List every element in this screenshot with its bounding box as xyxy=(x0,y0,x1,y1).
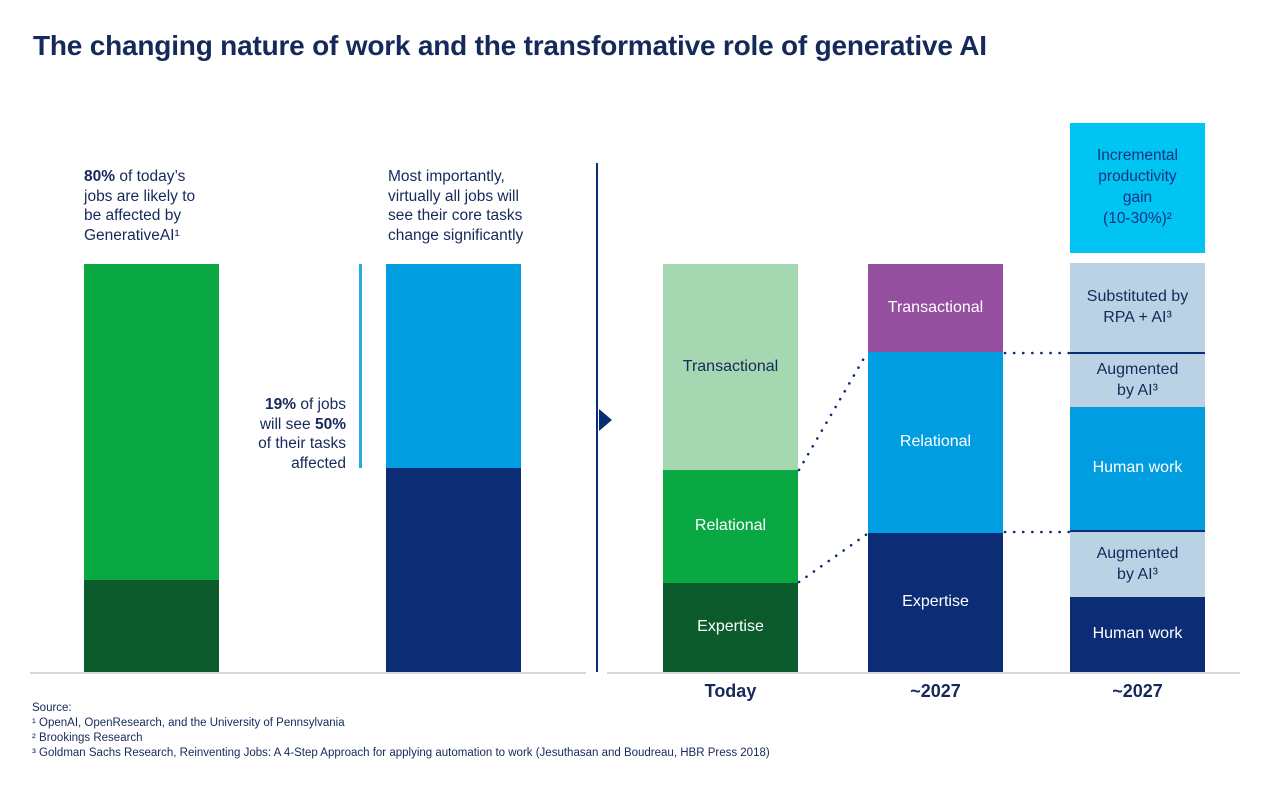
source-heading: Source: xyxy=(32,702,72,714)
bar-2027-automation: Substituted by RPA + AI³ Augmented by AI… xyxy=(1070,263,1205,672)
connector-transactional xyxy=(797,351,869,472)
annotation-50-bold: 50% xyxy=(314,415,346,433)
footnotes: Source: ¹ OpenAI, OpenResearch, and the … xyxy=(32,701,1032,761)
segment-label: Transactional xyxy=(682,357,779,375)
segment-label: Substituted by RPA + AI³ xyxy=(1086,287,1189,326)
segment-2027-transactional: Transactional xyxy=(868,264,1003,352)
segment-jobs-affected-bottom xyxy=(84,580,219,672)
segment-today-expertise: Expertise xyxy=(663,583,798,672)
bracket-line xyxy=(359,264,362,468)
segment-human-work-lower: Human work xyxy=(1070,597,1205,672)
segment-2027-expertise: Expertise xyxy=(868,533,1003,672)
segment-divider-line xyxy=(1070,352,1205,354)
segment-label: Augmented by AI³ xyxy=(1096,544,1179,583)
annotation-19-text1: of jobs will see xyxy=(259,396,346,433)
bar-today: Transactional Relational Expertise xyxy=(663,264,798,672)
segment-substituted-rpa-ai: Substituted by RPA + AI³ xyxy=(1070,263,1205,352)
axis-label-today: Today xyxy=(704,681,757,701)
segment-label: Expertise xyxy=(902,593,969,611)
arrow-right-icon xyxy=(599,409,612,431)
page-title: The changing nature of work and the tran… xyxy=(33,30,987,61)
section-divider-line xyxy=(596,163,598,672)
annotation-19-text2: of their tasks affected xyxy=(258,435,346,473)
footnote-2: ² Brookings Research xyxy=(32,732,143,744)
segment-today-relational: Relational xyxy=(663,470,798,583)
segment-label: Augmented by AI³ xyxy=(1096,360,1179,399)
annotation-80-percent-rest: of today’s jobs are likely to be affecte… xyxy=(84,168,196,245)
annotation-19-percent: 19% of jobs will see 50% of their tasks … xyxy=(226,395,346,474)
segment-label: Relational xyxy=(899,433,972,451)
segment-label: Transactional xyxy=(887,298,984,316)
segment-jobs-affected-top xyxy=(84,264,219,580)
annotation-core-tasks: Most importantly, virtually all jobs wil… xyxy=(388,168,524,245)
segment-tasks-affected-top xyxy=(386,264,521,468)
segment-label: Relational xyxy=(694,517,767,535)
bar-2027-mix: Transactional Relational Expertise xyxy=(868,264,1003,672)
footnote-3: ³ Goldman Sachs Research, Reinventing Jo… xyxy=(32,747,770,759)
footnote-1: ¹ OpenAI, OpenResearch, and the Universi… xyxy=(32,717,345,729)
baseline-left xyxy=(30,672,586,674)
segment-2027-relational: Relational xyxy=(868,352,1003,533)
segment-divider-line xyxy=(1070,530,1205,532)
incremental-productivity-box: Incremental productivity gain (10-30%)² xyxy=(1070,123,1205,253)
annotation-80-percent-bold: 80% xyxy=(84,168,116,185)
axis-label-2027-right: ~2027 xyxy=(1112,681,1163,701)
annotation-19-bold: 19% xyxy=(264,396,297,413)
axis-label-2027-mid: ~2027 xyxy=(910,681,961,701)
bar-tasks-affected xyxy=(386,264,521,672)
segment-label: Human work xyxy=(1092,459,1183,477)
segment-augmented-by-ai-lower: Augmented by AI³ xyxy=(1070,532,1205,597)
segment-augmented-by-ai-upper: Augmented by AI³ xyxy=(1070,354,1205,407)
segment-label: Human work xyxy=(1092,625,1183,643)
segment-label: Expertise xyxy=(697,618,764,636)
baseline-right xyxy=(607,672,1240,674)
segment-today-transactional: Transactional xyxy=(663,264,798,470)
connector-expertise xyxy=(797,532,869,584)
segment-human-work-upper: Human work xyxy=(1070,407,1205,530)
bar-jobs-affected xyxy=(84,264,219,672)
annotation-80-percent: 80% of today’s jobs are likely to be aff… xyxy=(84,167,274,246)
segment-tasks-affected-bottom xyxy=(386,468,521,672)
